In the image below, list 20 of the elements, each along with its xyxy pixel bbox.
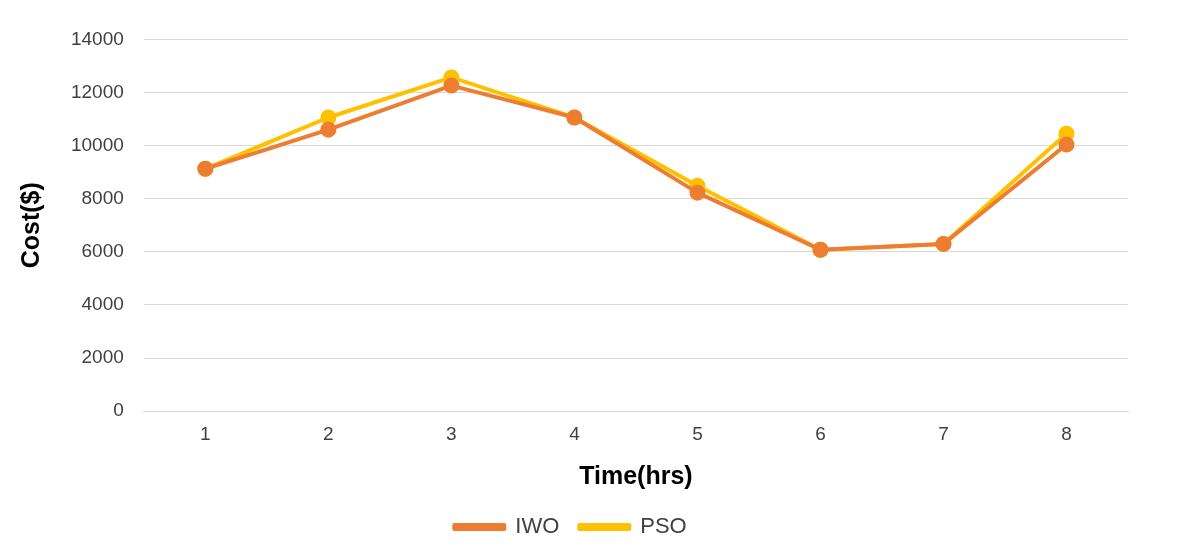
x-tick-label: 7 [938, 422, 949, 444]
y-tick-label: 8000 [81, 186, 124, 208]
y-tick-label: 4000 [81, 293, 124, 315]
legend-label: IWO [515, 513, 560, 539]
x-tick-label: 1 [200, 422, 211, 444]
y-tick-label: 12000 [70, 80, 124, 102]
y-tick-label: 14000 [70, 27, 124, 49]
x-tick-label: 2 [323, 422, 334, 444]
x-tick-label: 3 [446, 422, 457, 444]
y-tick-label: 2000 [81, 346, 124, 368]
x-tick-label: 4 [569, 422, 581, 444]
x-axis-title: Time(hrs) [579, 460, 693, 489]
y-tick-label: 0 [113, 399, 124, 421]
y-tick-label: 6000 [81, 240, 124, 262]
x-tick-label: 5 [692, 422, 703, 444]
x-tick-label: 6 [815, 422, 826, 444]
y-tick-label: 10000 [70, 133, 124, 155]
legend-label: PSO [640, 513, 687, 539]
x-tick-label: 8 [1061, 422, 1072, 444]
y-axis-title: Cost($) [15, 182, 44, 269]
